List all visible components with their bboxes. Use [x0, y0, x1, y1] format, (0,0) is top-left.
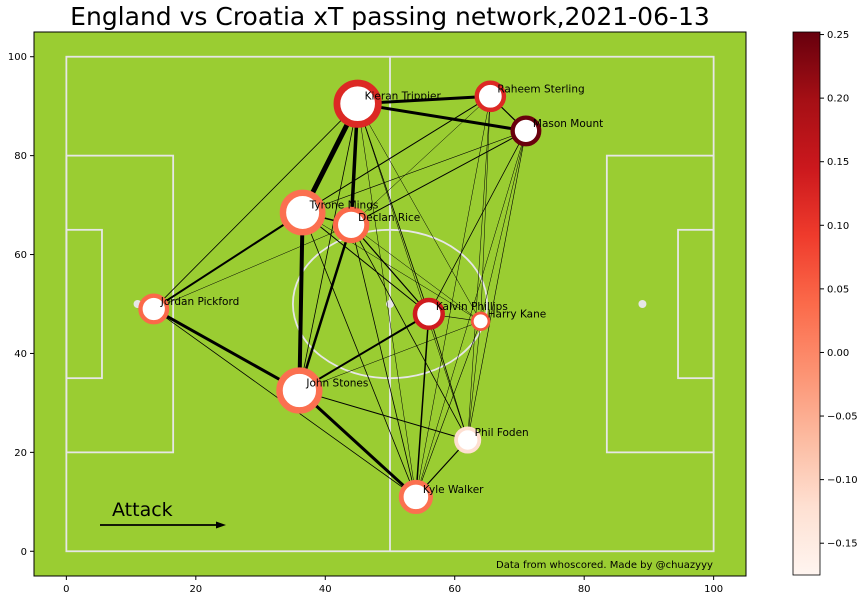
- colorbar-tick-label: −0.15: [827, 539, 858, 550]
- player-label: Harry Kane: [488, 308, 547, 320]
- colorbar-tick-label: 0.25: [827, 30, 849, 41]
- colorbar-gradient: [792, 31, 821, 576]
- credit-text: Data from whoscored. Made by @chuazyyy: [496, 560, 713, 571]
- colorbar-tick-label: 0.15: [827, 157, 849, 168]
- pass-edge: [298, 103, 359, 391]
- player-label: Kyle Walker: [423, 484, 484, 496]
- pass-edge: [302, 130, 527, 213]
- player-node: [276, 367, 323, 414]
- pass-edge: [357, 103, 468, 441]
- attack-label: Attack: [112, 499, 173, 521]
- player-node: [412, 297, 445, 331]
- player-label: John Stones: [305, 378, 368, 390]
- player-node: [474, 80, 507, 113]
- player-label: Raheem Sterling: [497, 83, 584, 95]
- player-label: Tyrone Mings: [309, 200, 379, 212]
- player-node: [510, 115, 542, 147]
- pass-edge: [350, 224, 430, 315]
- pass-edge: [152, 211, 304, 310]
- x-tick-label: 100: [704, 584, 723, 595]
- pass-edge: [467, 130, 527, 441]
- pass-edge: [152, 307, 301, 393]
- x-tick-label: 0: [63, 584, 69, 595]
- six-yard-box-left: [65, 228, 103, 380]
- pass-edge: [415, 313, 430, 498]
- centre-circle: [292, 228, 488, 380]
- player-label: Kieran Trippier: [365, 91, 442, 103]
- colorbar: −0.15 −0.10 −0.05 0.00 0.05 0.10 0.15 0.20 0.25: [792, 30, 858, 576]
- colorbar-ticks: −0.15 −0.10 −0.05 0.00 0.05 0.10 0.15 0.20 0.25: [820, 30, 858, 550]
- pass-edge: [428, 130, 527, 315]
- colorbar-tick-label: −0.10: [827, 475, 858, 486]
- pass-edge: [415, 321, 481, 498]
- player-node: [454, 426, 482, 454]
- y-tick-label: 0: [21, 547, 27, 558]
- pass-edge: [357, 103, 481, 322]
- player-label: Jordan Pickford: [160, 296, 240, 308]
- pass-edge: [356, 102, 528, 133]
- pass-edge: [302, 95, 491, 214]
- pass-edge: [299, 321, 481, 391]
- player-labels: Kieran Trippier Raheem Sterling Mason Moun…: [160, 83, 603, 496]
- x-tick-label: 20: [189, 584, 202, 595]
- y-tick-label: 40: [14, 349, 27, 360]
- pass-edge: [350, 224, 481, 322]
- player-node: [333, 79, 382, 128]
- pass-edge: [357, 103, 430, 315]
- chart-title: England vs Croatia xT passing network,20…: [70, 2, 710, 31]
- player-node: [470, 311, 491, 331]
- centre-spot: [386, 300, 394, 308]
- plot-frame: [33, 31, 747, 577]
- pass-edge: [350, 224, 469, 441]
- pass-edge: [297, 389, 418, 499]
- pass-edge: [480, 96, 491, 322]
- player-node: [138, 293, 170, 325]
- y-tick-label: 80: [14, 151, 27, 162]
- player-node: [398, 479, 433, 514]
- player-nodes: [138, 79, 542, 514]
- y-tick-label: 100: [8, 52, 27, 63]
- pass-edge: [480, 130, 527, 322]
- pass-edge: [357, 103, 417, 498]
- player-label: Kalvin Phillips: [436, 301, 508, 313]
- y-tick-label: 20: [14, 448, 27, 459]
- pass-edge: [350, 224, 417, 498]
- colorbar-tick-label: 0.20: [827, 94, 849, 105]
- player-label: Mason Mount: [533, 118, 603, 130]
- colorbar-tick-label: 0.05: [827, 284, 849, 295]
- penalty-spot-right: [638, 300, 647, 308]
- x-tick-label: 40: [319, 584, 332, 595]
- y-axis-ticks: 0 20 40 60 80 100: [8, 52, 34, 558]
- attack-arrowhead-icon: [216, 521, 226, 529]
- pass-edge: [153, 224, 352, 310]
- pitch-markings: [65, 55, 715, 553]
- player-node: [279, 189, 326, 236]
- six-yard-box-right: [677, 228, 715, 380]
- pass-edge: [350, 96, 491, 226]
- pass-edge: [415, 96, 491, 498]
- x-axis-ticks: 0 20 40 60 80 100: [63, 576, 723, 595]
- pass-edge: [297, 210, 305, 393]
- player-label: Phil Foden: [475, 427, 529, 439]
- pass-edge: [350, 130, 527, 226]
- pass-edge: [298, 223, 353, 392]
- colorbar-tick-label: −0.05: [827, 412, 858, 423]
- y-tick-label: 60: [14, 250, 27, 261]
- player-label: Declan Rice: [358, 212, 420, 224]
- pass-edge: [153, 103, 359, 310]
- player-node: [332, 206, 370, 244]
- pass-edge: [302, 212, 481, 322]
- pass-edge: [428, 313, 469, 441]
- pass-edge: [467, 96, 491, 441]
- pass-edge: [298, 312, 430, 392]
- pass-edge: [467, 321, 481, 441]
- x-tick-label: 60: [448, 584, 461, 595]
- pass-edge: [302, 212, 430, 315]
- attack-annotation: Attack: [100, 499, 226, 529]
- colorbar-tick-label: 0.10: [827, 221, 849, 232]
- colorbar-tick-label: 0.00: [827, 348, 849, 359]
- x-tick-label: 80: [578, 584, 591, 595]
